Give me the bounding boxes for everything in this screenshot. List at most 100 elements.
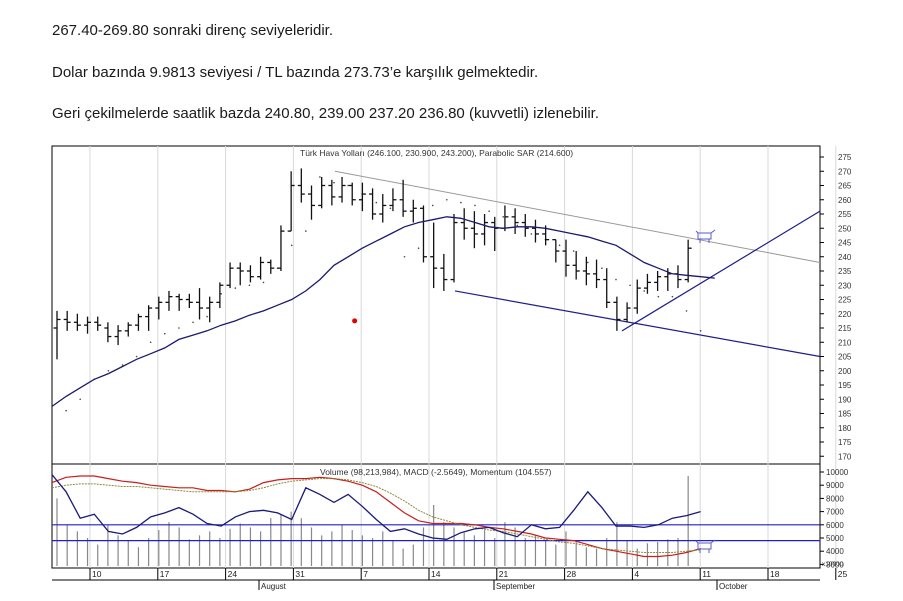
sar-dot [192,321,194,324]
date-tick-label: 14 [431,569,441,579]
price-tick-label: 215 [838,324,852,333]
price-tick-label: 240 [838,253,852,262]
ohlc-bar [124,322,132,337]
trendlines [334,170,821,358]
ohlc-bar [511,208,519,234]
lower-channel-line [454,290,821,358]
date-tick-label: 4 [634,569,639,579]
indicator-tick-label: 4000 [826,547,844,556]
indicator-tick-label: 10000 [826,468,849,477]
indicator-tick-label: 5000 [826,534,844,543]
ohlc-bar [236,262,244,286]
volume-line [51,474,701,540]
note-pullback-levels: Geri çekilmelerde saatlik bazda 240.80, … [52,105,599,122]
note-dollar-level: Dolar bazında 9.9813 seviyesi / TL bazın… [52,64,539,81]
date-tick-label: 11 [702,569,711,579]
ohlc-bar [287,171,295,232]
ohlc-bar [267,259,275,274]
sar-dot [657,295,660,298]
ohlc-bar [369,188,377,220]
ohlc-bar [328,179,336,206]
ohlc-bar [216,282,224,309]
ohlc-bar [165,290,173,311]
ohlc-bar [277,225,285,271]
month-label: October [719,582,748,591]
price-tick-label: 190 [838,395,852,404]
ohlc-bar [470,211,478,249]
indicator-levels [52,524,820,542]
date-tick-label: 17 [160,569,170,579]
ohlc-bar [623,302,631,323]
ohlc-bar [114,325,122,346]
sar-dot [262,281,265,284]
price-tick-label: 170 [838,452,852,461]
sar-dot [446,198,448,201]
sar-dot [248,284,251,287]
ohlc-bar [440,253,448,291]
moving-average-line [51,216,715,407]
sar-dot [572,250,575,252]
date-tick-label: 25 [838,569,848,579]
sar-dot [629,284,631,287]
ohlc-bar [318,176,326,209]
sar-dot [319,176,321,178]
parabolic-sar [51,176,702,438]
sar-dot [615,278,617,281]
price-tick-label: 175 [838,438,852,447]
ohlc-bar [358,182,366,212]
note-resistance: 267.40-269.80 sonraki direnç seviyelerid… [52,22,333,39]
price-tick-label: 200 [838,367,852,376]
ohlc-bar [399,179,407,217]
sar-dot [474,204,476,207]
sar-dot [516,224,519,227]
price-tick-label: 270 [838,167,852,176]
date-tick-label: 24 [228,569,238,579]
indicator-tick-label: 6000 [826,521,844,530]
ohlc-bar [348,182,356,206]
ohlc-bar [226,262,234,289]
price-tick-label: 260 [838,196,852,205]
month-label: September [496,582,535,591]
date-tick-label: 28 [567,569,577,579]
ohlc-bar [582,256,590,286]
indicator-panel [51,463,821,569]
indicator-tick-label: 9000 [826,481,844,490]
ohlc-bar [185,293,193,309]
sar-dot [403,255,406,258]
price-tick-label: 230 [838,281,852,290]
ohlc-bar [603,268,611,309]
ohlc-bar [175,293,183,311]
sar-dot [460,201,462,204]
vertical-grid [89,146,837,568]
ohlc-bar [338,176,346,203]
sar-dot [601,267,603,269]
sar-dot [587,261,589,264]
ohlc-bar [84,316,92,334]
ohlc-bar [654,271,662,291]
sar-dot [502,216,505,218]
sar-dot [488,210,490,212]
indicator-tick-label: 7000 [826,508,844,517]
sar-dot [558,244,561,247]
date-tick-label: 21 [499,569,509,579]
support-trendline [621,210,821,332]
date-tick-label: 31 [295,569,305,579]
ohlc-bar [450,214,458,283]
price-tick-label: 205 [838,353,852,362]
indicator-unit-label: x10000 [822,561,844,568]
indicator-tick-label: 8000 [826,494,844,503]
sar-dot [79,398,81,401]
sar-dot [389,207,392,210]
sar-dot [417,247,420,249]
sar-dot [220,293,222,295]
ohlc-bar [593,259,601,289]
price-tick-label: 210 [838,338,852,347]
sar-dot [178,327,180,329]
sar-dot [530,233,533,235]
ohlc-bar [206,296,214,323]
ohlc-bar [572,251,580,280]
ohlc-bar [409,199,417,223]
sar-dot [164,332,166,335]
ohlc-bar [297,168,305,203]
ohlc-bar [460,208,468,240]
